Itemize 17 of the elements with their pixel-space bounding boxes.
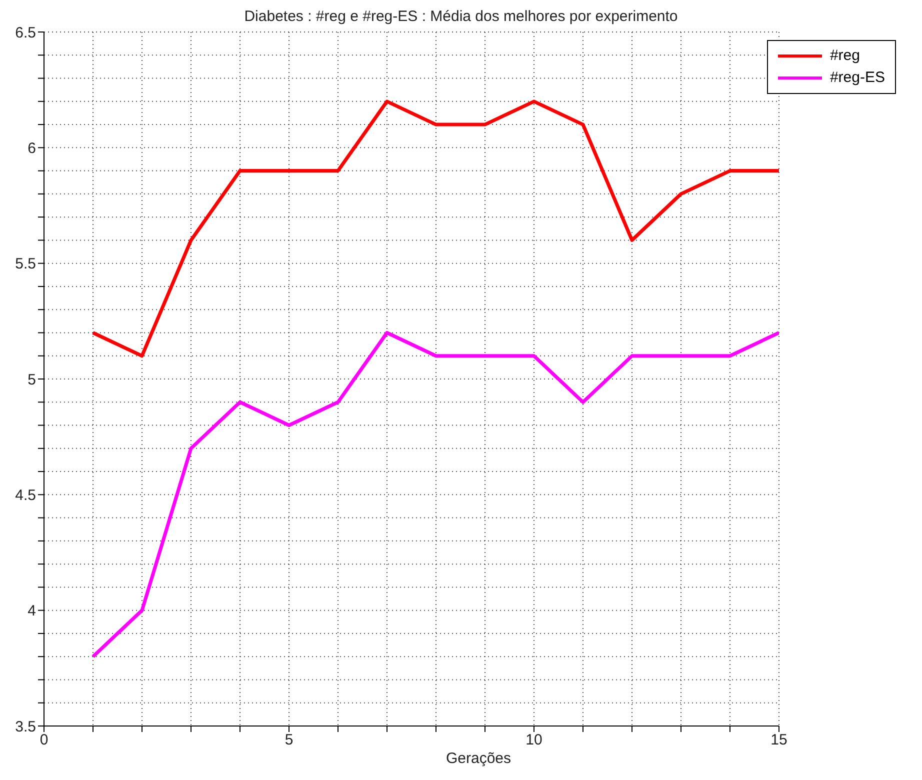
chart-title: Diabetes : #reg e #reg-ES : Média dos melhores por experimento [243, 8, 679, 25]
y-tick-label: 6 [28, 140, 36, 157]
y-tick-label: 3.5 [15, 718, 36, 736]
line-series [91, 330, 779, 658]
x-tick-label: 10 [526, 732, 542, 749]
y-tick-label: 5.5 [15, 256, 36, 273]
x-tick-label: 5 [284, 732, 294, 749]
y-tick-label: 4 [28, 602, 36, 620]
y-tick-label: 4.5 [15, 486, 36, 504]
y-tick-label: 5 [28, 371, 36, 388]
x-tick-label: 15 [770, 732, 788, 749]
x-axis-title: Gerações [444, 750, 512, 767]
y-tick-label: 6.5 [15, 24, 36, 42]
legend-label: #reg [830, 46, 860, 66]
x-tick-label: 0 [40, 732, 48, 749]
legend-label: #reg-ES [830, 68, 885, 88]
line-series [91, 100, 779, 358]
